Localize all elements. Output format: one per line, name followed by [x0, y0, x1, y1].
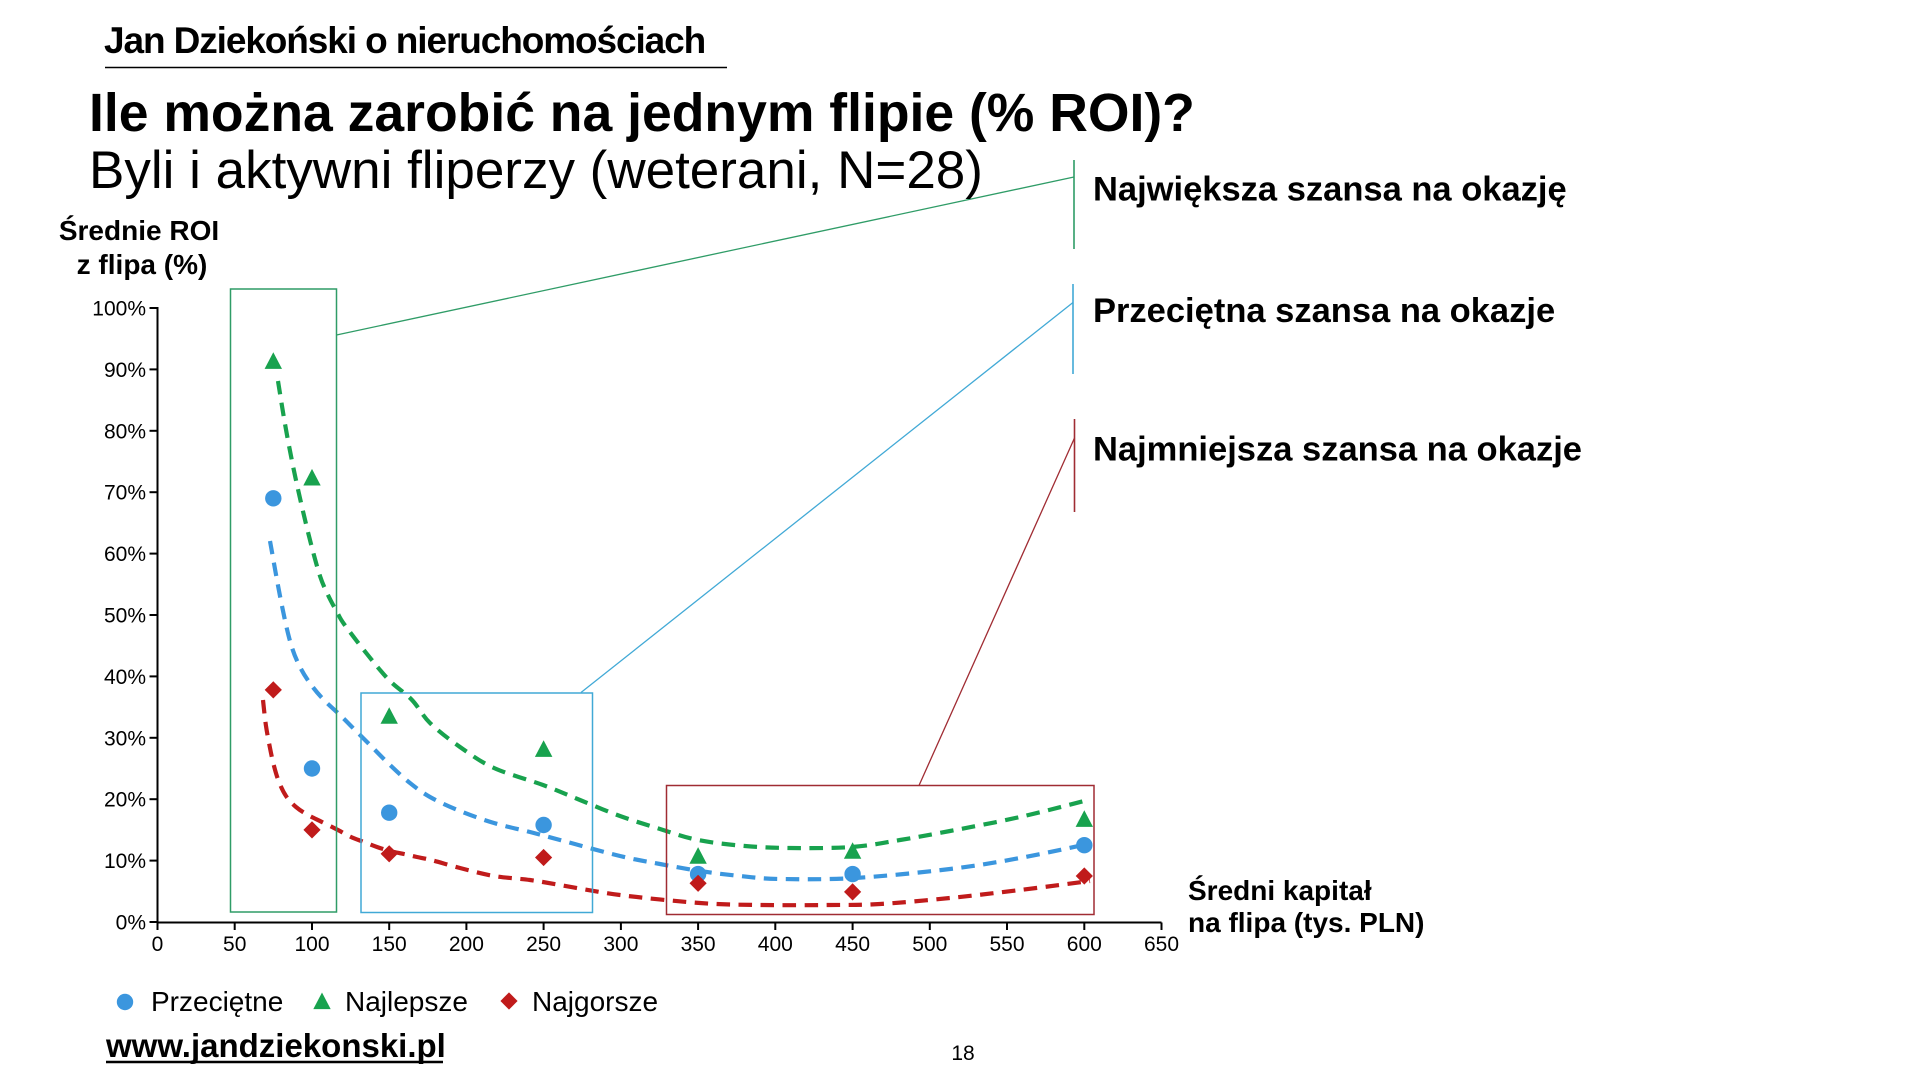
svg-text:Byli i aktywni fliperzy (weter: Byli i aktywni fliperzy (weterani, N=28): [89, 141, 983, 200]
svg-text:600: 600: [1067, 933, 1102, 956]
svg-text:70%: 70%: [104, 482, 146, 505]
svg-text:z flipa (%): z flipa (%): [77, 249, 208, 280]
svg-text:www.jandziekonski.pl: www.jandziekonski.pl: [105, 1027, 446, 1064]
svg-text:250: 250: [526, 933, 561, 956]
svg-text:550: 550: [989, 933, 1024, 956]
svg-text:40%: 40%: [104, 666, 146, 689]
svg-text:30%: 30%: [104, 727, 146, 750]
svg-text:Najmniejsza szansa na okazje: Najmniejsza szansa na okazje: [1093, 431, 1582, 469]
svg-text:na flipa (tys. PLN): na flipa (tys. PLN): [1188, 907, 1424, 938]
svg-text:100%: 100%: [92, 298, 146, 321]
svg-text:0%: 0%: [116, 912, 146, 935]
svg-text:Średnie ROI: Średnie ROI: [59, 215, 219, 246]
svg-text:450: 450: [835, 933, 870, 956]
svg-text:0: 0: [152, 933, 164, 956]
svg-text:300: 300: [603, 933, 638, 956]
svg-text:50%: 50%: [104, 605, 146, 628]
svg-text:10%: 10%: [104, 850, 146, 873]
svg-text:18: 18: [951, 1042, 974, 1065]
svg-text:400: 400: [758, 933, 793, 956]
svg-text:Średni kapitał: Średni kapitał: [1188, 875, 1372, 906]
svg-text:60%: 60%: [104, 543, 146, 566]
svg-text:350: 350: [681, 933, 716, 956]
svg-text:90%: 90%: [104, 359, 146, 382]
svg-text:Przeciętne: Przeciętne: [151, 986, 283, 1017]
svg-text:Przeciętna szansa na okazje: Przeciętna szansa na okazje: [1093, 292, 1555, 330]
svg-text:80%: 80%: [104, 420, 146, 443]
svg-text:Największa szansa na okazję: Największa szansa na okazję: [1093, 171, 1567, 209]
svg-text:Najlepsze: Najlepsze: [345, 986, 468, 1017]
svg-text:20%: 20%: [104, 789, 146, 812]
svg-text:Jan Dziekoński o nieruchomości: Jan Dziekoński o nieruchomościach: [104, 20, 705, 61]
svg-text:100: 100: [294, 933, 329, 956]
svg-text:650: 650: [1144, 933, 1179, 956]
svg-text:150: 150: [372, 933, 407, 956]
svg-text:500: 500: [912, 933, 947, 956]
svg-text:Ile można zarobić na jednym fl: Ile można zarobić na jednym flipie (% RO…: [89, 84, 1195, 143]
svg-text:50: 50: [223, 933, 246, 956]
svg-text:200: 200: [449, 933, 484, 956]
svg-text:Najgorsze: Najgorsze: [532, 986, 658, 1017]
